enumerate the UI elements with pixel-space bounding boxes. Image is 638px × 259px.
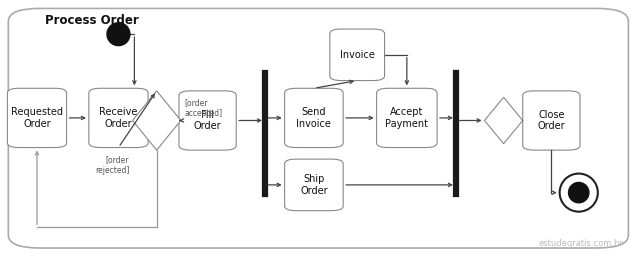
FancyBboxPatch shape [285,159,343,211]
Text: Close
Order: Close Order [538,110,565,131]
Text: estudegratis.com.br: estudegratis.com.br [538,239,623,248]
Text: Invoice: Invoice [340,50,375,60]
FancyBboxPatch shape [330,29,385,81]
Text: [order
rejected]: [order rejected] [95,155,130,175]
Text: Ship
Order: Ship Order [300,174,328,196]
Ellipse shape [107,23,130,46]
Text: Receive
Order: Receive Order [100,107,138,129]
FancyBboxPatch shape [89,88,148,148]
Polygon shape [484,97,523,144]
FancyBboxPatch shape [523,91,580,150]
Text: Requested
Order: Requested Order [11,107,63,129]
Ellipse shape [568,182,589,203]
FancyBboxPatch shape [8,88,66,148]
Text: Accept
Payment: Accept Payment [385,107,428,129]
Text: [order
accepted]: [order accepted] [184,98,222,118]
Ellipse shape [560,174,598,212]
FancyBboxPatch shape [285,88,343,148]
Polygon shape [133,91,181,150]
Text: Send
Invoice: Send Invoice [297,107,331,129]
FancyBboxPatch shape [376,88,437,148]
Text: Process Order: Process Order [45,13,139,26]
FancyBboxPatch shape [8,9,628,248]
Text: Fill
Order: Fill Order [194,110,221,131]
FancyBboxPatch shape [179,91,236,150]
